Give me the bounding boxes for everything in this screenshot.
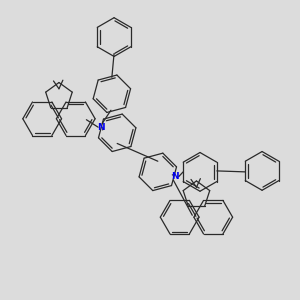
Text: N: N	[97, 123, 104, 132]
Text: N: N	[171, 172, 179, 181]
